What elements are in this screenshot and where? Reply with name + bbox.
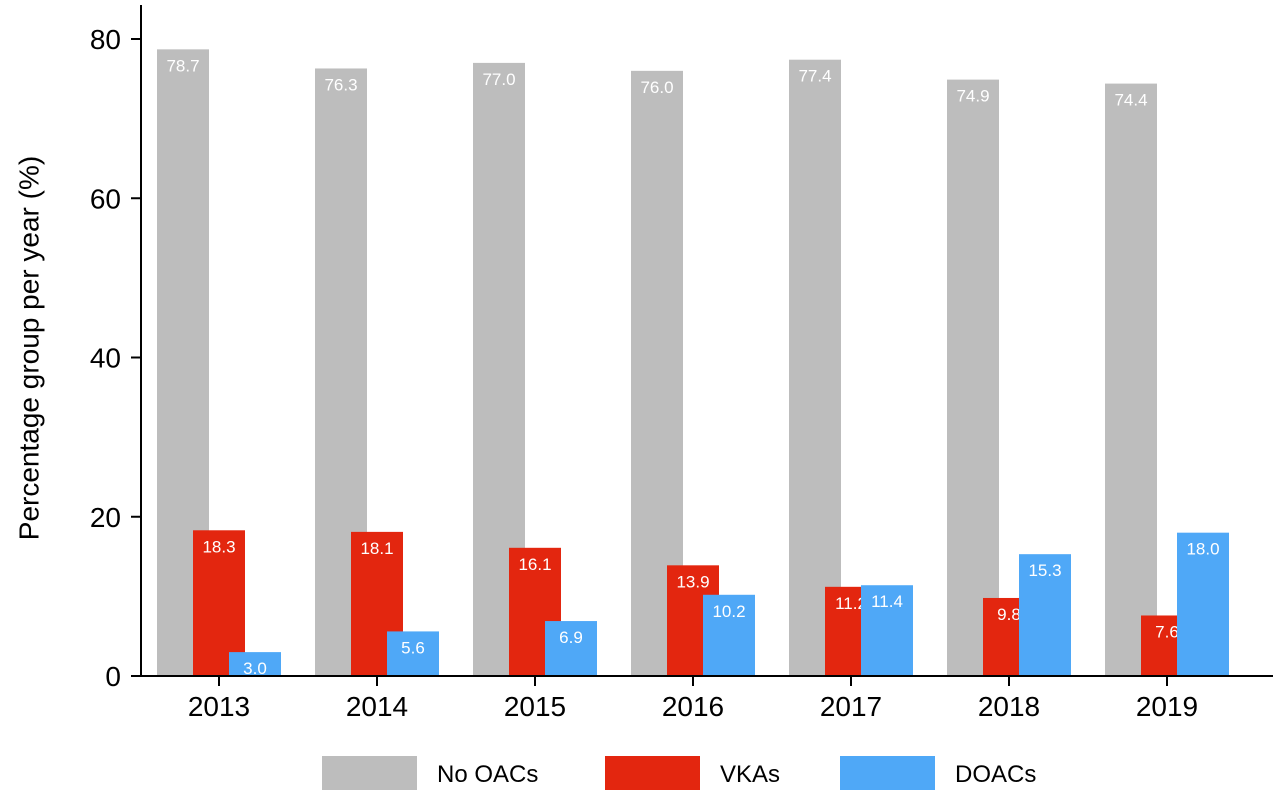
data-label-no-oacs-2019: 74.4 bbox=[1114, 91, 1147, 110]
y-tick-label-80: 80 bbox=[90, 24, 121, 55]
bar-no-oacs-2017 bbox=[789, 59, 841, 676]
data-label-vkas-2014: 18.1 bbox=[360, 539, 393, 558]
y-axis-title: Percentage group per year (%) bbox=[13, 156, 44, 540]
legend-swatch-no-oacs bbox=[322, 756, 417, 790]
data-label-no-oacs-2018: 74.9 bbox=[956, 87, 989, 106]
data-label-vkas-2019: 7.6 bbox=[1155, 622, 1179, 641]
x-tick-label-2019: 2019 bbox=[1136, 691, 1198, 722]
bar-doacs-2014 bbox=[387, 631, 439, 676]
y-tick-label-20: 20 bbox=[90, 502, 121, 533]
data-label-no-oacs-2016: 76.0 bbox=[640, 78, 673, 97]
data-label-vkas-2013: 18.3 bbox=[202, 537, 235, 556]
y-tick-label-60: 60 bbox=[90, 183, 121, 214]
axes-layer: Percentage group per year (%) bbox=[13, 5, 1273, 677]
bar-doacs-2013 bbox=[229, 652, 281, 676]
data-label-no-oacs-2017: 77.4 bbox=[798, 67, 831, 86]
data-label-vkas-2016: 13.9 bbox=[676, 572, 709, 591]
data-label-doacs-2014: 5.6 bbox=[401, 638, 425, 657]
x-tick-label-2016: 2016 bbox=[662, 691, 724, 722]
legend-label-no-oacs: No OACs bbox=[437, 761, 538, 788]
y-tick-label-0: 0 bbox=[105, 661, 121, 692]
bar-doacs-2018 bbox=[1019, 554, 1071, 676]
x-tick-label-2015: 2015 bbox=[504, 691, 566, 722]
x-tick-label-2013: 2013 bbox=[188, 691, 250, 722]
data-label-vkas-2015: 16.1 bbox=[518, 555, 551, 574]
bar-no-oacs-2019 bbox=[1105, 83, 1157, 677]
legend-swatch-doacs bbox=[840, 756, 935, 790]
data-label-no-oacs-2015: 77.0 bbox=[482, 70, 515, 89]
ticks-layer: 0 20 40 60 80 2013 2014 2015 2016 2017 2018 2019 bbox=[90, 24, 1198, 722]
legend: No OACs VKAs DOACs bbox=[322, 756, 1036, 790]
x-tick-label-2017: 2017 bbox=[820, 691, 882, 722]
y-tick-label-40: 40 bbox=[90, 343, 121, 374]
bar-doacs-2016 bbox=[703, 594, 755, 676]
x-tick-label-2014: 2014 bbox=[346, 691, 408, 722]
legend-swatch-vkas bbox=[605, 756, 700, 790]
bars-layer: 78.7 76.3 77.0 76.0 77.4 74.9 74.4 18.3 18.1 16.1… bbox=[157, 49, 1229, 678]
data-label-doacs-2019: 18.0 bbox=[1186, 540, 1219, 559]
bar-doacs-2019 bbox=[1177, 532, 1229, 676]
data-label-doacs-2015: 6.9 bbox=[559, 628, 583, 647]
data-label-doacs-2013: 3.0 bbox=[243, 659, 267, 678]
data-label-doacs-2018: 15.3 bbox=[1028, 561, 1061, 580]
data-label-vkas-2018: 9.8 bbox=[997, 605, 1021, 624]
data-label-no-oacs-2013: 78.7 bbox=[166, 56, 199, 75]
legend-label-doacs: DOACs bbox=[955, 761, 1036, 788]
bar-doacs-2015 bbox=[545, 621, 597, 676]
x-tick-label-2018: 2018 bbox=[978, 691, 1040, 722]
legend-label-vkas: VKAs bbox=[720, 761, 780, 788]
data-label-no-oacs-2014: 76.3 bbox=[324, 75, 357, 94]
data-label-doacs-2016: 10.2 bbox=[712, 602, 745, 621]
bar-doacs-2017 bbox=[861, 585, 913, 676]
data-label-doacs-2017: 11.4 bbox=[871, 592, 903, 611]
bar-vkas-2013 bbox=[193, 530, 245, 676]
data-label-vkas-2017: 11.2 bbox=[835, 594, 867, 613]
bar-no-oacs-2018 bbox=[947, 79, 999, 676]
